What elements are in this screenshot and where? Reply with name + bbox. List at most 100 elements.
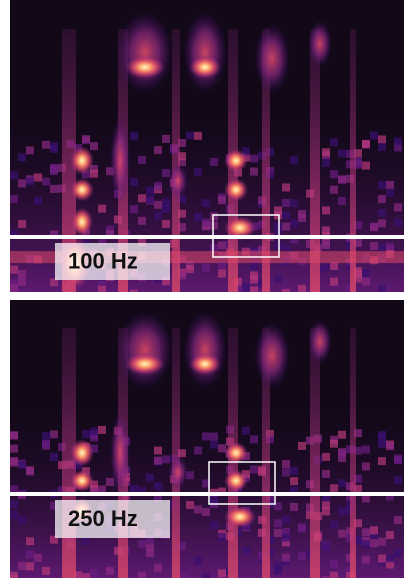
speckle <box>18 289 26 297</box>
speckle <box>42 141 50 149</box>
speckle <box>282 199 290 207</box>
formant <box>71 207 93 236</box>
speckle <box>98 205 106 213</box>
speckle <box>378 143 386 151</box>
speckle <box>362 462 370 470</box>
formant <box>70 439 94 467</box>
speckle <box>50 167 58 175</box>
speckle <box>330 138 338 146</box>
speckle <box>386 242 394 250</box>
speckle <box>362 269 370 277</box>
speckle <box>378 440 386 448</box>
speckle <box>274 519 282 527</box>
formant <box>308 20 332 67</box>
speckle <box>138 540 146 548</box>
speckle <box>162 205 170 213</box>
speckle <box>162 455 170 463</box>
streak <box>172 328 180 578</box>
speckle <box>298 523 306 531</box>
speckle <box>50 453 58 461</box>
speckle <box>370 223 378 231</box>
speckle <box>378 195 386 203</box>
spectrogram-panel: 250 Hz <box>10 300 404 578</box>
speckle <box>26 466 34 474</box>
speckle <box>250 262 258 270</box>
speckle <box>90 428 98 436</box>
speckle <box>138 156 146 164</box>
speckle <box>362 140 370 148</box>
speckle <box>250 465 258 473</box>
speckle <box>26 537 34 545</box>
formant <box>224 470 248 492</box>
speckle <box>274 566 282 574</box>
speckle <box>42 432 50 440</box>
speckle <box>154 457 162 465</box>
speckle <box>26 562 34 570</box>
speckle <box>370 242 378 250</box>
speckle <box>322 159 330 167</box>
speckle <box>98 426 106 434</box>
speckle <box>218 270 226 278</box>
formant <box>224 149 248 172</box>
speckle <box>146 549 154 557</box>
speckle <box>290 199 298 207</box>
speckle <box>50 142 58 150</box>
speckle <box>210 433 218 441</box>
speckle <box>242 547 250 555</box>
speckle <box>162 135 170 143</box>
spectrogram-panel: 100 Hz <box>10 0 404 299</box>
speckle <box>210 521 218 529</box>
speckle <box>338 197 346 205</box>
speckle <box>10 291 18 299</box>
formant <box>125 55 165 78</box>
speckle <box>130 178 138 186</box>
speckle <box>394 516 402 524</box>
speckle <box>154 212 162 220</box>
speckle <box>250 155 258 163</box>
speckle <box>282 460 290 468</box>
frequency-label: 100 Hz <box>68 248 138 273</box>
formant <box>254 23 290 93</box>
speckle <box>138 572 146 578</box>
speckle <box>210 244 218 252</box>
speckle <box>282 223 290 231</box>
speckle <box>378 431 386 439</box>
speckle <box>274 275 282 283</box>
speckle <box>338 507 346 515</box>
speckle <box>202 264 210 272</box>
speckle <box>250 168 258 176</box>
speckle <box>90 569 98 577</box>
speckle <box>282 554 290 562</box>
speckle <box>10 266 18 274</box>
speckle <box>26 551 34 559</box>
speckle <box>394 137 402 145</box>
speckle <box>322 241 330 249</box>
formant <box>254 322 290 389</box>
speckle <box>218 241 226 249</box>
speckle <box>10 445 18 453</box>
speckle <box>394 476 402 484</box>
formant <box>168 456 188 489</box>
speckle <box>362 278 370 286</box>
formant <box>117 12 173 94</box>
formant <box>308 319 332 363</box>
speckle <box>186 265 194 273</box>
speckle <box>26 177 34 185</box>
speckle <box>186 501 194 509</box>
speckle <box>210 158 218 166</box>
formant <box>117 311 173 389</box>
formant <box>189 353 221 375</box>
speckle <box>194 168 202 176</box>
speckle <box>50 185 58 193</box>
speckle <box>10 500 18 508</box>
speckle <box>42 178 50 186</box>
speckle <box>210 495 218 503</box>
speckle <box>386 181 394 189</box>
speckle <box>242 283 250 291</box>
formant <box>224 178 248 201</box>
speckle <box>362 540 370 548</box>
speckle <box>282 468 290 476</box>
speckle <box>154 182 162 190</box>
speckle <box>194 213 202 221</box>
speckle <box>186 132 194 140</box>
